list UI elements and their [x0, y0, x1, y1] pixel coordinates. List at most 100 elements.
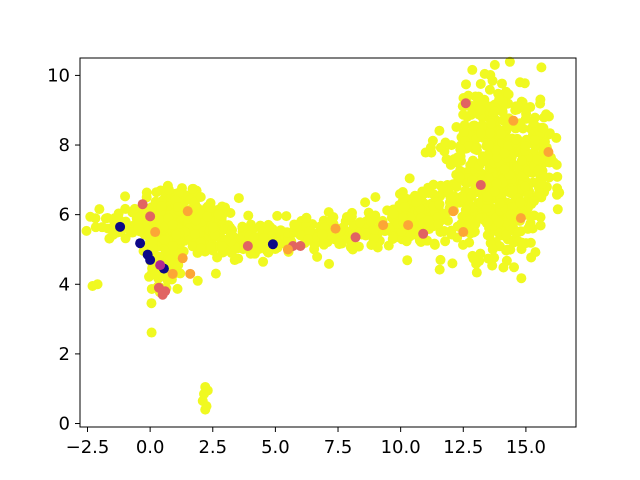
data-point	[141, 187, 152, 198]
data-point	[155, 260, 166, 271]
data-point	[447, 258, 458, 269]
data-point	[282, 244, 293, 255]
data-point	[205, 241, 216, 252]
data-point	[233, 193, 244, 204]
data-point	[503, 89, 514, 100]
x-tick-label: 10.0	[381, 437, 421, 458]
data-point	[467, 175, 478, 186]
data-point	[496, 128, 507, 139]
data-point	[133, 222, 144, 233]
data-point	[489, 59, 500, 70]
data-point	[435, 254, 446, 265]
data-point	[509, 262, 520, 273]
data-point	[504, 56, 515, 67]
data-point	[177, 253, 188, 264]
data-point	[243, 210, 254, 221]
data-point	[552, 204, 563, 215]
data-point	[554, 187, 565, 198]
data-point	[153, 282, 164, 293]
data-point	[289, 219, 300, 230]
data-point	[301, 212, 312, 223]
data-point	[459, 120, 470, 131]
data-point	[441, 154, 452, 165]
data-point	[463, 90, 474, 101]
data-point	[505, 209, 516, 220]
data-point	[274, 226, 285, 237]
data-point	[434, 125, 445, 136]
data-point	[115, 221, 126, 232]
y-tick-label: 6	[59, 205, 70, 226]
data-point	[195, 243, 206, 254]
data-point	[387, 233, 398, 244]
data-point	[513, 226, 524, 237]
data-point	[190, 229, 201, 240]
data-point	[94, 204, 105, 215]
data-point	[507, 201, 518, 212]
data-point	[536, 62, 547, 73]
data-point	[499, 148, 510, 159]
data-point	[137, 199, 148, 210]
data-point	[272, 210, 283, 221]
data-point	[458, 127, 469, 138]
data-point	[330, 223, 341, 234]
data-point	[153, 214, 164, 225]
data-point	[463, 140, 474, 151]
data-point	[482, 216, 493, 227]
data-point	[242, 240, 253, 251]
data-point	[468, 120, 479, 131]
y-tick-label: 8	[59, 135, 70, 156]
x-tick-label: 5.0	[261, 437, 290, 458]
x-tick-label: 12.5	[443, 437, 483, 458]
data-point	[263, 219, 274, 230]
data-point	[484, 84, 495, 95]
data-point	[182, 206, 193, 217]
data-point	[475, 128, 486, 139]
data-point	[209, 229, 220, 240]
data-point	[217, 201, 228, 212]
x-tick-label: −2.5	[66, 437, 110, 458]
data-point	[494, 198, 505, 209]
data-point	[426, 147, 437, 158]
data-point	[168, 240, 179, 251]
data-point	[156, 201, 167, 212]
x-tick-label: 2.5	[198, 437, 227, 458]
data-point	[458, 109, 469, 120]
data-point	[202, 385, 213, 396]
data-point	[324, 258, 335, 269]
data-point	[460, 204, 471, 215]
data-point	[471, 267, 482, 278]
data-point	[402, 255, 413, 266]
data-point	[518, 123, 528, 134]
data-point	[458, 192, 469, 203]
y-tick-label: 4	[59, 274, 70, 295]
data-point	[159, 234, 170, 245]
data-point	[85, 211, 96, 222]
data-point	[482, 150, 493, 161]
data-point	[404, 173, 415, 184]
data-point	[501, 229, 512, 240]
data-point	[545, 157, 556, 168]
data-point	[195, 192, 206, 203]
data-point	[97, 222, 108, 233]
data-point	[100, 213, 111, 224]
data-point	[440, 236, 451, 247]
data-point	[454, 172, 465, 183]
data-point	[202, 211, 213, 222]
data-point	[398, 212, 409, 223]
data-point	[126, 227, 137, 238]
x-axis: −2.5 0.0 2.5 5.0 7.5 10.0 12.5 15.0	[66, 427, 546, 458]
data-point	[468, 253, 479, 264]
data-point	[508, 115, 519, 126]
data-point	[536, 178, 547, 189]
data-point	[208, 222, 219, 233]
data-point	[369, 224, 380, 235]
data-point	[167, 268, 178, 279]
data-point	[475, 78, 486, 89]
data-point	[135, 238, 146, 249]
data-point	[483, 140, 494, 151]
data-point	[360, 197, 371, 208]
data-point	[334, 237, 345, 248]
x-tick-label: 15.0	[506, 437, 546, 458]
y-axis: 0 2 4 6 8 10	[47, 65, 80, 435]
data-point	[185, 268, 196, 279]
